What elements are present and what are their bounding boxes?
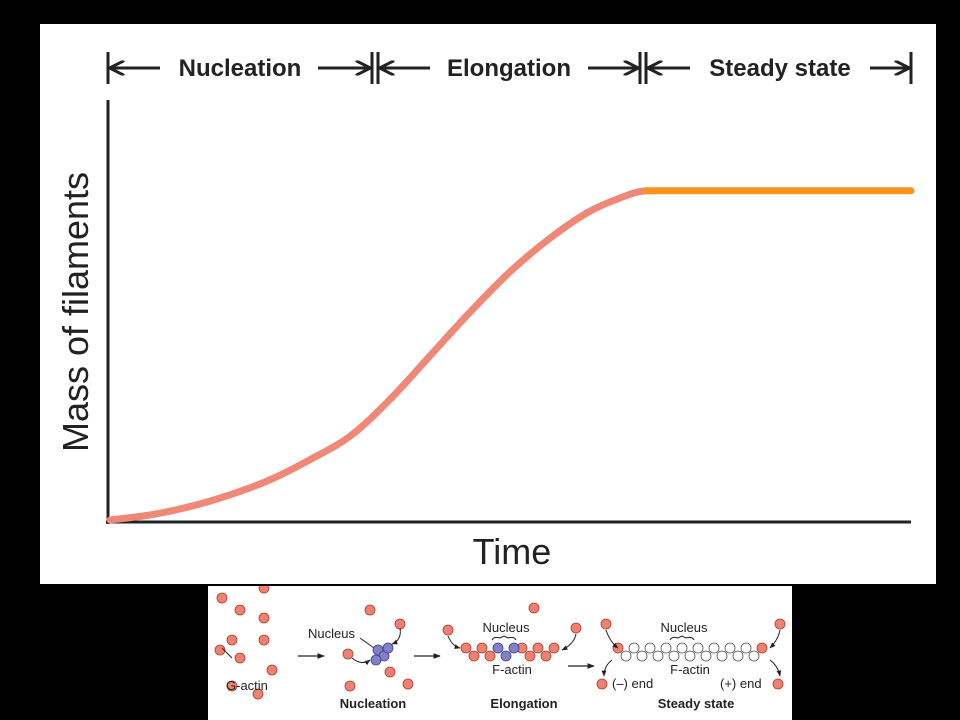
filament-subunit [676,642,688,654]
filament-subunit [620,650,632,662]
nucleus-brace-3 [669,635,695,641]
series-layer [106,187,915,524]
filament-subunit [636,650,648,662]
elongation-filament [460,642,560,662]
filament-subunit [692,642,704,654]
filament-subunit [700,650,712,662]
steady-g-actin [596,618,786,690]
g-actin-pointer [221,647,233,659]
steady-arrow-out-right [769,659,782,677]
actin-polymerization-figure: G-actin Nucleus Nucleation Nucleus [208,586,792,720]
f-actin-label-2: F-actin [670,662,710,677]
filament-subunit [660,642,672,654]
nucleation-curved-arrow-2 [351,657,371,666]
caption-nucleation: Nucleation [340,696,407,711]
filament-subunit [628,642,640,654]
series-line-0 [106,187,651,524]
nucleus-label-2: Nucleus [483,620,530,635]
nucleation-g-actin [342,604,414,692]
plus-end-label: (+) end [720,676,762,691]
nucleus-pointer-1 [359,637,375,649]
filament-subunit [644,642,656,654]
x-axis-label: Time [473,531,552,572]
filament-subunit [724,642,736,654]
nucleus-cluster [370,642,394,666]
phase-label-steady-state: Steady state [709,55,850,82]
actin-diagram: G-actin Nucleus Nucleation Nucleus [214,586,786,711]
f-actin-label-1: F-actin [492,662,532,677]
filament-subunit [756,642,768,654]
filament-subunit [740,642,752,654]
caption-steady-state: Steady state [658,696,735,711]
phase-label-elongation: Elongation [447,55,571,82]
g-actin-cluster [214,586,278,700]
caption-elongation: Elongation [490,696,557,711]
filament-subunit [708,642,720,654]
elongation-g-actin [442,602,582,636]
filament-subunit [732,650,744,662]
filament-subunit [748,650,760,662]
y-axis-label: Mass of filaments [55,172,96,452]
filament-mass-chart: Nucleation Elongation Steady state Time … [55,52,915,572]
nucleus-brace-2 [491,635,517,641]
filament-subunit [668,650,680,662]
filament-subunit [716,650,728,662]
phase-label-nucleation: Nucleation [179,55,302,82]
filament-subunit [684,650,696,662]
nucleation-curved-arrow-1 [391,627,401,645]
filament-subunit [652,650,664,662]
phase-brackets [106,52,913,84]
steady-arrow-in-right [769,629,781,649]
g-actin-label: G-actin [226,678,268,693]
steady-arrow-out-left [601,659,613,677]
nucleus-label-3: Nucleus [661,620,708,635]
steady-arrow-in-left [605,629,619,649]
steady-state-filament [612,642,768,662]
elongation-arrow-in-right [561,633,577,651]
elongation-arrow-in-left [447,635,461,650]
minus-end-label: (–) end [612,676,653,691]
chart-panel: Nucleation Elongation Steady state Time … [40,24,936,584]
nucleus-label-1: Nucleus [308,626,355,641]
